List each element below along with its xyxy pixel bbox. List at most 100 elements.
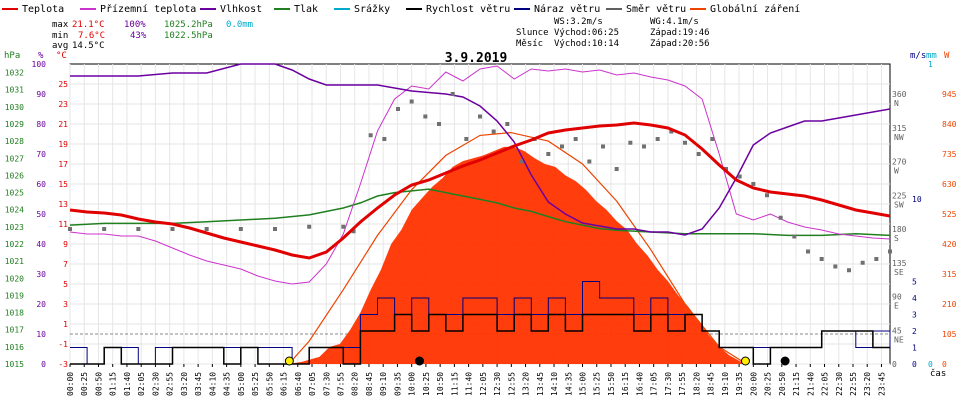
chart-title: 3.9.2019 [445,51,508,66]
wind-dir-point [307,224,312,229]
x-tick-label: 04:10 [208,372,217,396]
wind-dir-point [382,137,387,141]
x-tick-label: 01:15 [109,372,118,396]
svg-text:Globální záření: Globální záření [710,3,800,15]
x-tick-label: 02:05 [137,372,146,396]
humidity-line [70,63,891,236]
svg-text:Přízemní teplota: Přízemní teplota [100,3,196,15]
x-tick-label: 10:25 [422,372,431,396]
dir-tick-label: 135 [892,259,907,268]
axis-unit-pct: % [38,51,44,61]
humidity-tick-label: 20 [36,300,46,309]
pressure-tick-label: 1030 [5,103,24,112]
temp-tick-label: 1 [63,320,68,329]
pressure-tick-label: 1016 [5,343,24,352]
dir-tick-label: 270 [892,158,907,167]
legend-item-ground-temp: Přízemní teplota [80,3,196,15]
x-tick-label: 10:50 [436,372,445,396]
humidity-tick-label: 40 [36,240,46,249]
wind-dir-point [765,193,769,198]
humidity-tick-label: 80 [36,120,46,129]
info-ws: WS:3.2m/s [554,17,603,27]
x-tick-label: 22:30 [835,372,844,396]
solar-tick-label: 525 [942,210,957,219]
solar-tick-label: 735 [942,150,957,159]
wind-speed-series [70,313,890,365]
wind-speed-tick-label: 4 [912,294,917,303]
wind-dir-point [888,249,892,254]
stats-max-humidity: 100% [124,20,146,30]
dir-compass-label: E [894,302,899,311]
pressure-tick-label: 1031 [5,86,24,95]
solar-theoretical-line [288,131,747,365]
wind-speed-tick-label: 2 [912,327,917,336]
pressure-tick-label: 1017 [5,326,24,335]
wind-dir-point [437,122,441,126]
temp-tick-label: 5 [63,280,68,289]
x-tick-label: 19:10 [721,372,730,396]
stats-max-rain: 0.0mm [226,20,253,30]
legend-item-pressure: Tlak [274,4,318,15]
dir-compass-label: S [894,234,899,243]
wind-dir-point [614,167,619,171]
wind-dir-point [860,260,865,265]
x-tick-label: 20:50 [778,372,787,396]
solar-tick-label: 840 [942,120,957,129]
solar-area [70,146,890,364]
wind-dir-point [778,215,783,220]
humidity-tick-label: 30 [36,270,46,279]
legend: Teplota Přízemní teplota Vlhkost Tlak Sr… [2,3,800,15]
wind-dir-point [450,92,455,96]
wind-dir-point [573,137,578,141]
x-tick-label: 00:25 [80,372,89,396]
wind-dir-point [806,249,810,254]
svg-text:Rychlost větru: Rychlost větru [426,3,510,15]
wind-speed-line [70,313,890,365]
x-tick-label: 17:55 [678,372,687,396]
x-tick-label: 07:30 [322,372,331,396]
stats-min-temp: 7.6°C [78,31,105,41]
temp-tick-label: 19 [58,140,68,149]
wind-dir-point [170,227,175,231]
wind-dir-point [751,182,756,186]
axes-ticks: 00:00 00:25 00:50 01:15 01:40 02:05 02:30 02:55… [5,60,957,396]
humidity-tick-label: 10 [36,330,46,339]
axis-unit-hpa: hPa [4,51,20,61]
wind-dir-point [792,234,797,239]
x-tick-label: 14:10 [550,372,559,396]
x-tick-label: 23:45 [877,372,886,396]
svg-text:Teplota: Teplota [22,4,64,15]
pressure-line [69,188,891,237]
dir-compass-label: N [894,99,899,108]
svg-text:Náraz větru: Náraz větru [534,3,600,15]
wind-dir-point [368,133,373,138]
solar-tick-label: 630 [942,180,957,189]
dir-compass-label: W [894,167,899,176]
info-wg: WG:4.1m/s [650,17,699,27]
humidity-tick-label: 0 [41,360,46,369]
solar-tick-label: 315 [942,270,957,279]
x-tick-label: 20:25 [764,372,773,396]
pressure-tick-label: 1023 [5,223,24,232]
temperature-series [69,121,891,260]
temp-tick-label: -3 [58,360,68,369]
temp-tick-label: 7 [63,260,68,269]
wind-dir-point [587,159,592,164]
temp-tick-label: 15 [58,180,68,189]
x-tick-label: 08:20 [351,372,360,396]
wind-dir-point [737,174,742,179]
pressure-tick-label: 1029 [5,120,24,129]
x-tick-label: 09:35 [393,372,402,396]
x-tick-label: 02:55 [166,372,175,396]
pressure-tick-label: 1022 [5,240,24,249]
x-tick-label: 15:50 [607,372,616,396]
wind-dir-point [478,114,482,119]
temp-tick-label: 13 [58,200,68,209]
wind-speed-tick-label: 1 [912,344,917,353]
axis-unit-w: W [944,51,950,61]
svg-text:Směr větru: Směr větru [626,3,686,15]
stats-avg-temp: 14.5°C [72,41,105,51]
wind-dir-point [847,268,851,273]
